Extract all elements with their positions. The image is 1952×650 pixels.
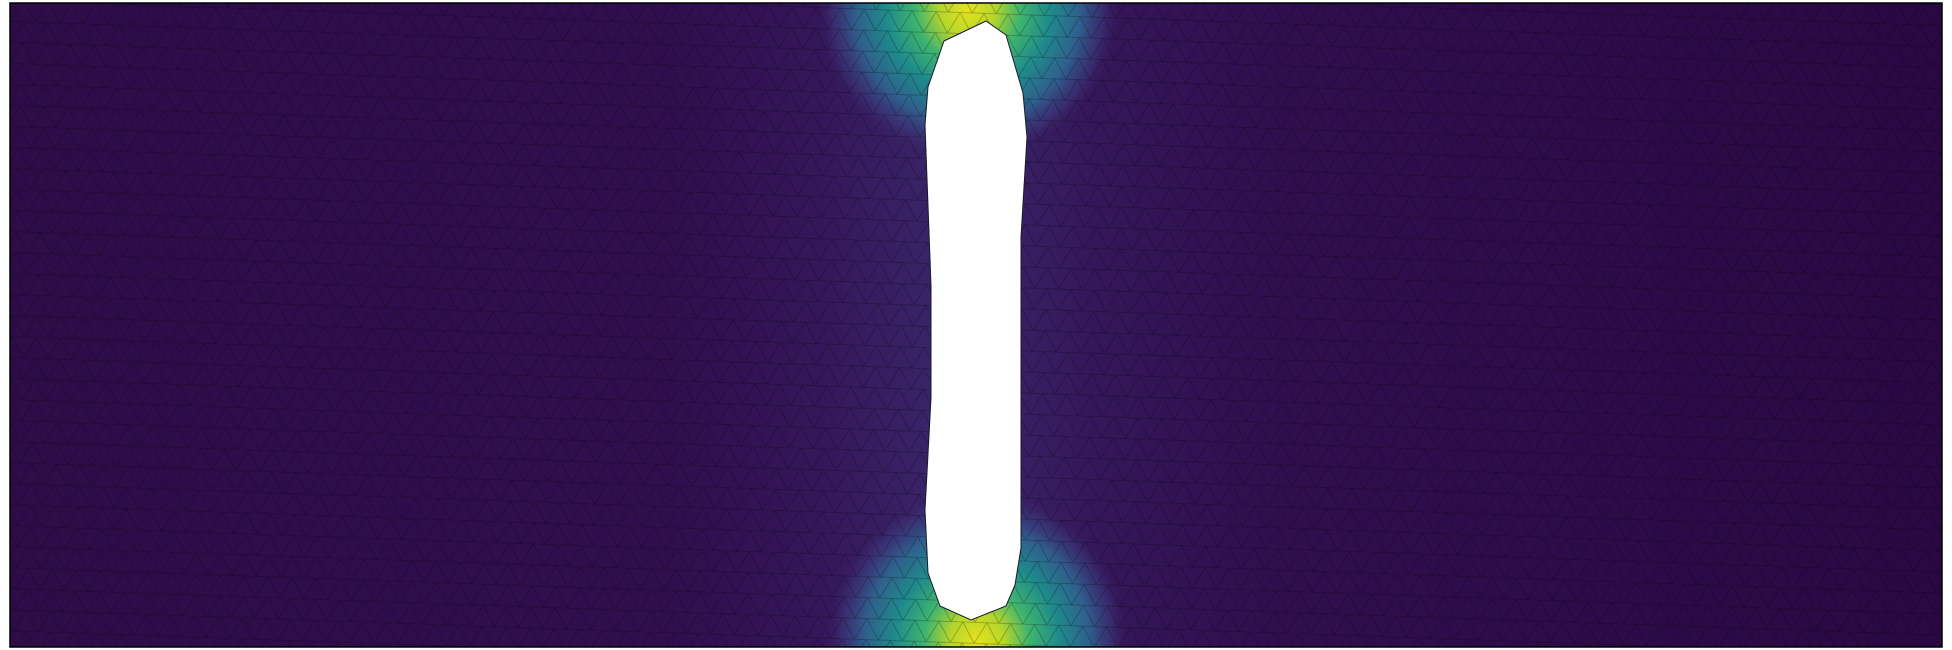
plate-border [9,2,1943,648]
hole [924,20,1028,621]
